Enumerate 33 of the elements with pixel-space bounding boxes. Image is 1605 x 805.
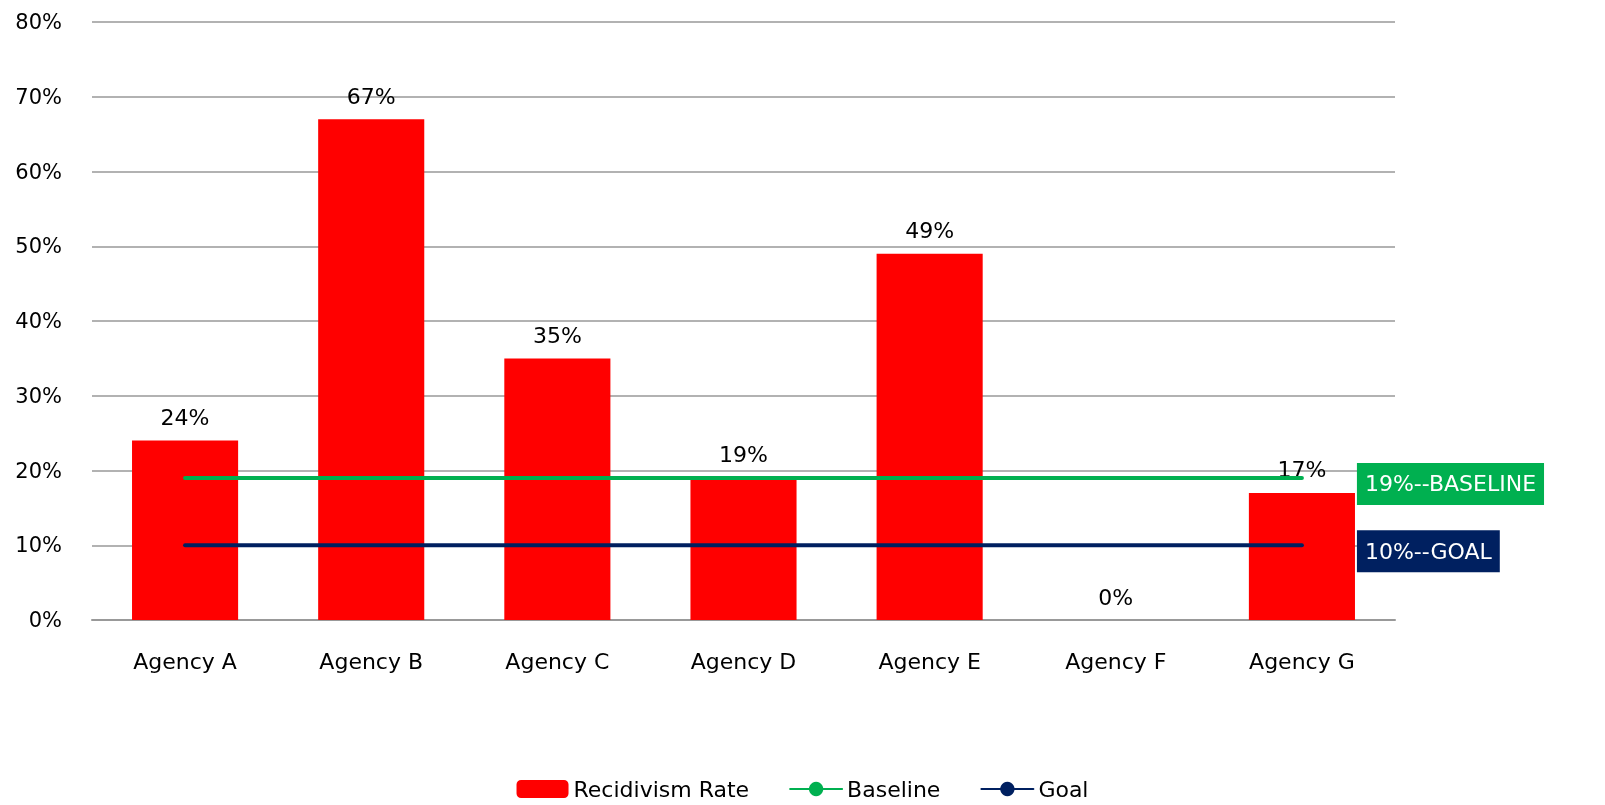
x-tick-label: Agency E — [878, 648, 981, 674]
y-tick-label: 80% — [15, 10, 62, 34]
data-label: 49% — [905, 218, 955, 244]
annotation: 19%--BASELINE — [1364, 471, 1537, 497]
y-tick-label: 0% — [28, 608, 62, 632]
bar — [690, 477, 797, 620]
data-label: 67% — [346, 83, 396, 109]
y-tick-label: 50% — [15, 234, 62, 259]
bar — [1248, 492, 1355, 620]
y-tick-label: 30% — [15, 383, 62, 408]
data-label: 0% — [1098, 584, 1134, 610]
y-tick-label: 10% — [15, 533, 62, 558]
annotation: 10%--GOAL — [1364, 538, 1493, 564]
y-tick-label: 20% — [15, 458, 62, 483]
y-tick-label: 40% — [15, 309, 62, 333]
x-tick-label: Agency F — [1065, 648, 1167, 674]
bar — [504, 358, 611, 620]
data-label: 19% — [719, 442, 768, 468]
y-tick-label: 70% — [15, 84, 62, 109]
legend-label: Goal — [1038, 776, 1089, 802]
bar — [876, 253, 983, 620]
data-label: 35% — [532, 322, 582, 348]
x-tick-label: Agency B — [319, 648, 424, 674]
bar — [318, 119, 425, 620]
legend-label: Recidivism Rate — [573, 776, 750, 802]
legend-label: Baseline — [847, 776, 941, 802]
x-tick-label: Agency C — [505, 648, 610, 674]
y-tick-label: 60% — [15, 159, 62, 184]
x-tick-label: Agency A — [133, 648, 237, 674]
data-label: 24% — [160, 405, 210, 431]
bar — [132, 440, 239, 620]
x-tick-label: Agency D — [690, 648, 797, 674]
x-tick-label: Agency G — [1249, 648, 1355, 674]
